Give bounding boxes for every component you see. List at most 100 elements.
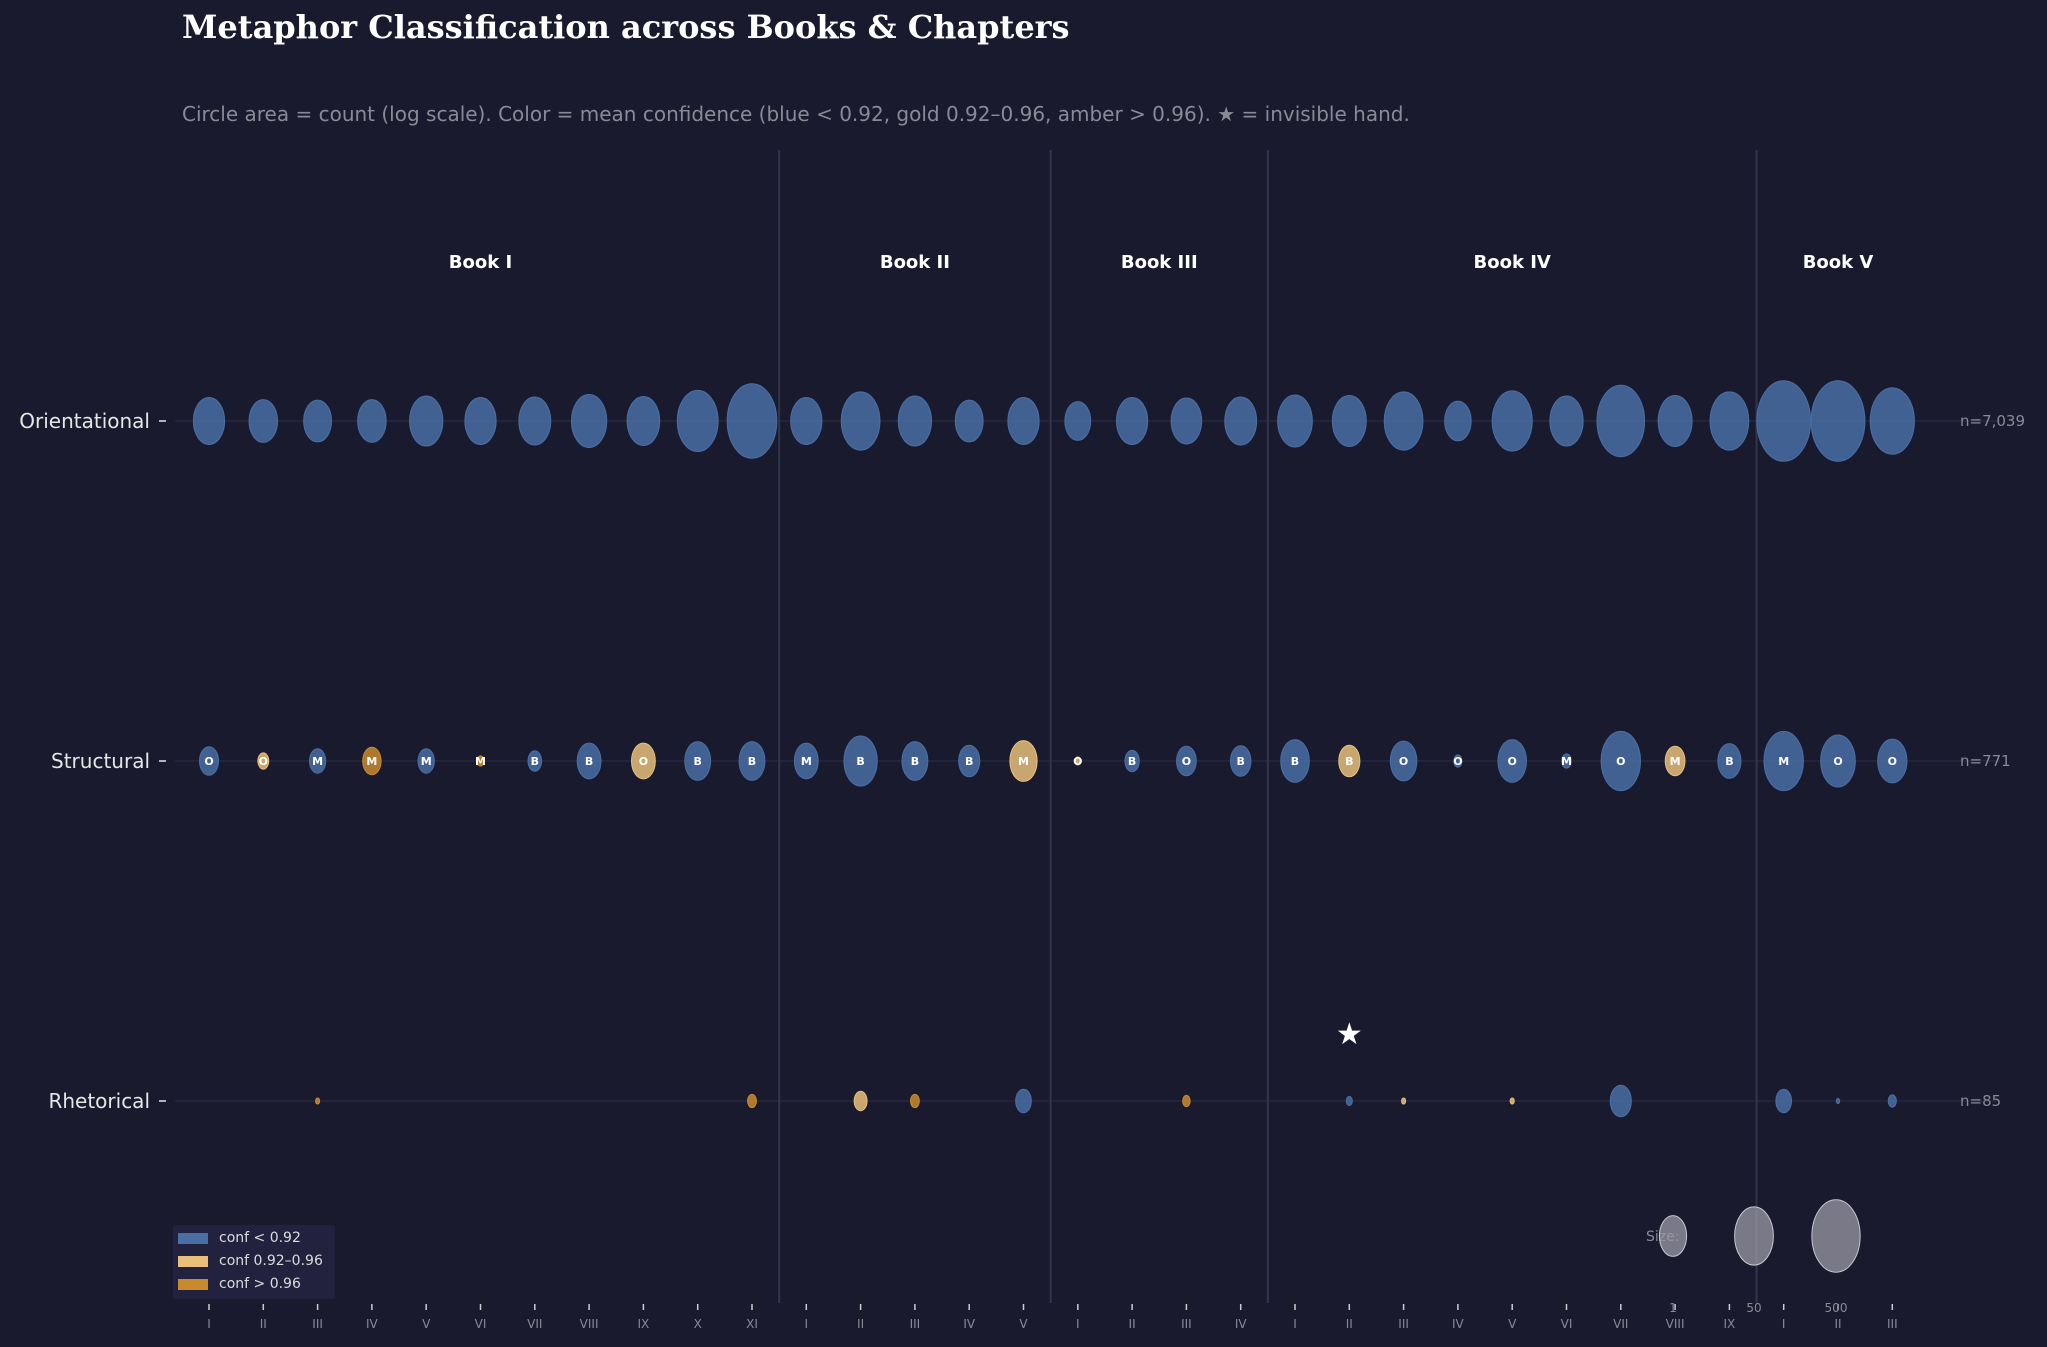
bubble-letter: M <box>801 755 812 768</box>
chart-subtitle: Circle area = count (log scale). Color =… <box>182 102 1410 126</box>
bubble <box>417 748 435 774</box>
x-tick-label: IV <box>1235 1317 1248 1331</box>
bubble-letter: O <box>1453 755 1462 768</box>
star-marker: ★ <box>1336 1017 1363 1052</box>
bubble <box>684 741 712 781</box>
bubble <box>1763 730 1804 792</box>
bubble <box>1887 1094 1897 1108</box>
bubble <box>1224 396 1258 446</box>
x-tick-label: II <box>1129 1317 1136 1331</box>
legend-item-high: conf > 0.96 <box>178 1274 301 1294</box>
bubble-letter: M <box>1018 755 1029 768</box>
bubble <box>1401 1097 1407 1105</box>
bubble <box>1338 744 1361 778</box>
bubble-letter: B <box>856 755 864 768</box>
bubble <box>738 741 766 781</box>
x-tick-label: IX <box>638 1317 650 1331</box>
size-legend-value: 500 <box>1825 1301 1848 1315</box>
x-tick-label: VII <box>1613 1317 1628 1331</box>
legend-item-low: conf < 0.92 <box>178 1228 301 1248</box>
x-tick-label: VIII <box>1666 1317 1685 1331</box>
x-tick-label: I <box>1076 1317 1080 1331</box>
x-tick-label: III <box>312 1317 323 1331</box>
x-tick-label: X <box>694 1317 702 1331</box>
bubble-letter: B <box>1128 755 1136 768</box>
bubble <box>726 383 778 459</box>
bubble <box>1345 1095 1353 1107</box>
book-label: Book III <box>1121 252 1198 273</box>
category-label: Structural <box>51 749 150 773</box>
bubble <box>1775 1088 1793 1114</box>
x-tick-label: II <box>260 1317 267 1331</box>
bubble <box>308 748 327 774</box>
bubble <box>476 755 485 767</box>
bubble <box>570 393 608 449</box>
bubble-letter: B <box>585 755 593 768</box>
x-tick-label: III <box>1181 1317 1192 1331</box>
bubble <box>1561 753 1572 769</box>
x-tick-label: III <box>1398 1317 1409 1331</box>
bubble-letter: B <box>1291 755 1299 768</box>
bubble <box>840 391 881 451</box>
x-tick-label: XI <box>746 1317 758 1331</box>
bubble <box>1877 738 1908 784</box>
bubble-letter: M <box>421 755 432 768</box>
bubble-letter: B <box>694 755 702 768</box>
bubble-letter: B <box>911 755 919 768</box>
bubble <box>1600 730 1642 792</box>
x-tick-label: I <box>1293 1317 1297 1331</box>
bubble <box>1009 740 1038 782</box>
bubble <box>1609 1084 1632 1118</box>
legend-label-mid: conf 0.92–0.96 <box>219 1253 323 1269</box>
x-tick-label: II <box>857 1317 864 1331</box>
x-tick-label: I <box>1782 1317 1786 1331</box>
bubble <box>958 744 981 778</box>
bubble <box>1230 745 1252 777</box>
x-tick-label: II <box>1346 1317 1353 1331</box>
bubble <box>1453 754 1463 768</box>
x-tick-label: II <box>1834 1317 1841 1331</box>
bubble <box>1170 397 1203 445</box>
legend-label-high: conf > 0.96 <box>219 1276 301 1292</box>
bubble <box>901 741 929 781</box>
bubble-letter: O <box>1182 755 1191 768</box>
bubble-letter: O <box>1888 755 1897 768</box>
bubble <box>527 750 543 772</box>
category-total: n=85 <box>1960 1092 2001 1110</box>
x-tick-label: I <box>805 1317 809 1331</box>
bubble <box>1444 400 1472 442</box>
bubble <box>793 742 819 780</box>
bubble <box>843 735 878 787</box>
bubble-letter: M <box>1670 755 1681 768</box>
x-tick-label: IX <box>1724 1317 1736 1331</box>
category-label: Orientational <box>19 409 150 433</box>
bubble <box>518 396 552 446</box>
bubble <box>1664 745 1686 777</box>
legend-swatch-low <box>178 1232 208 1244</box>
bubble <box>747 1093 757 1109</box>
bubble <box>897 395 933 447</box>
bubble <box>1074 756 1082 766</box>
bubble <box>1176 745 1197 777</box>
bubble <box>1820 734 1856 788</box>
bubble <box>257 752 270 770</box>
bubble <box>1709 391 1750 451</box>
bubble-letter: O <box>1833 755 1842 768</box>
book-label: Book II <box>880 252 950 273</box>
x-tick-label: V <box>422 1317 431 1331</box>
x-tick-label: III <box>910 1317 921 1331</box>
x-tick-label: VII <box>527 1317 542 1331</box>
bubble <box>1835 1097 1841 1105</box>
bubble <box>1657 395 1693 447</box>
bubble <box>1491 390 1533 452</box>
x-tick-label: IV <box>1452 1317 1465 1331</box>
book-label: Book IV <box>1474 252 1551 273</box>
bubble <box>909 1093 920 1109</box>
bubble-letter: B <box>1725 755 1733 768</box>
bubble <box>1182 1094 1191 1108</box>
bubble <box>1280 739 1310 783</box>
bubble <box>676 389 719 453</box>
bubble-letter: O <box>204 755 213 768</box>
bubble <box>1509 1097 1515 1105</box>
confidence-legend: conf < 0.92 conf 0.92–0.96 conf > 0.96 <box>173 1225 335 1299</box>
